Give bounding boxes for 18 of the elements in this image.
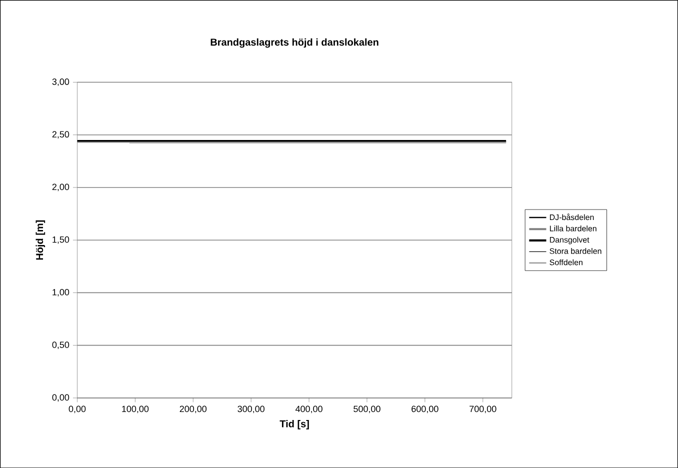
y-axis-title: Höjd [m] [36,220,46,260]
y-tick-label: 1,50 [52,236,70,244]
x-tick-label: 700,00 [470,406,496,414]
y-tick-label: 3,00 [52,78,70,86]
y-tick-label: 2,50 [52,131,70,138]
x-tick-label: 100,00 [122,406,149,414]
y-tick-label: 0,00 [52,394,70,402]
y-tick-label: 1,00 [52,288,70,296]
x-tick-label: 600,00 [412,406,438,414]
x-tick-label: 300,00 [238,406,264,414]
chart-title: Brandgaslagrets höjd i danslokalen [210,38,378,48]
y-tick-label: 2,00 [52,184,70,192]
y-tick-label: 0,50 [52,342,70,349]
x-axis-title: Tid [s] [280,420,309,430]
x-tick-label: 200,00 [180,406,207,414]
x-tick-label: 0,00 [68,406,86,414]
x-tick-label: 400,00 [295,406,322,414]
x-tick-label: 500,00 [354,406,380,414]
